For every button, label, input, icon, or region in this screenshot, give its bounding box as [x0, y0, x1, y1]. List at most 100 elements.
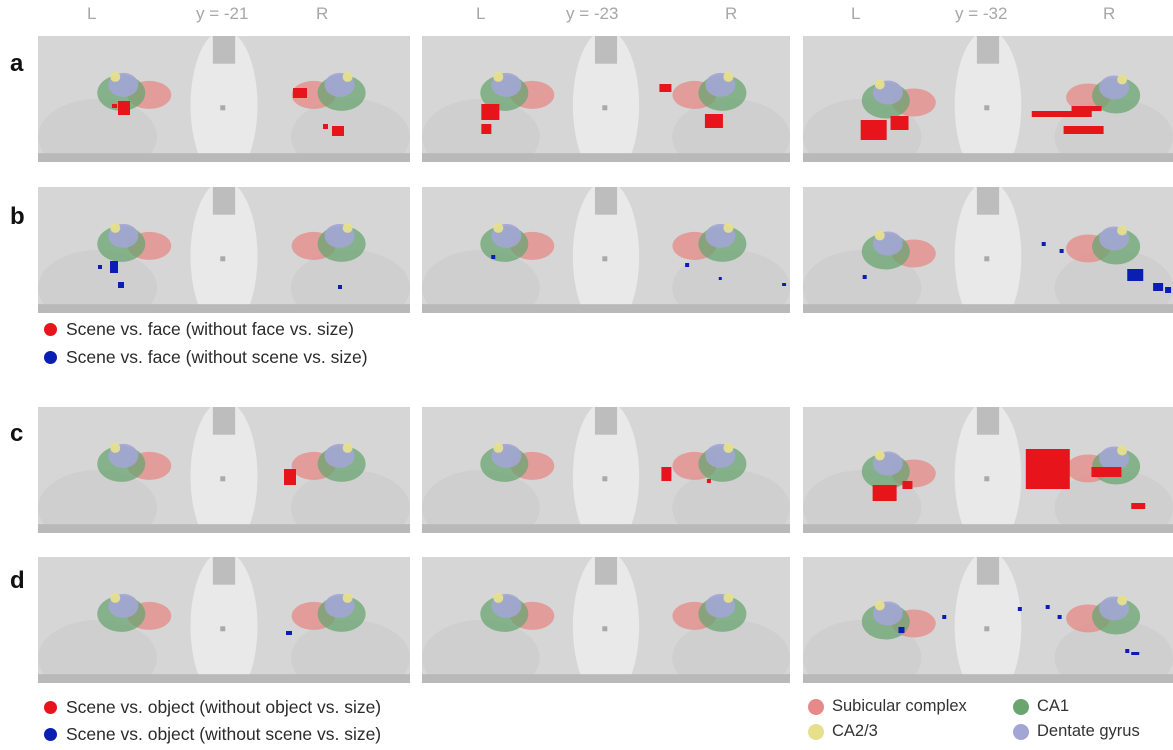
- midline-region: [954, 557, 1022, 683]
- bottom-edge: [422, 674, 790, 683]
- legend-item-scene-vs-object-red: Scene vs. object (without object vs. siz…: [44, 697, 381, 718]
- temporal-lobe-left: [38, 620, 158, 683]
- activation-cluster: [481, 124, 492, 134]
- ca23-overlay: [110, 71, 121, 82]
- activation-cluster: [862, 275, 867, 279]
- midline-marker: [602, 626, 608, 632]
- ca23-overlay: [1117, 445, 1128, 456]
- ca23-overlay: [874, 600, 885, 611]
- ca23-overlay: [342, 442, 353, 453]
- legend-swatch: [44, 701, 57, 714]
- legend-swatch: [44, 351, 57, 364]
- brain-slice-image: [422, 187, 790, 313]
- activation-cluster: [1131, 652, 1140, 655]
- activation-cluster: [491, 255, 496, 259]
- slice-coordinate-label: y = -23: [566, 4, 619, 23]
- ca23-overlay: [342, 71, 353, 82]
- activation-cluster: [323, 124, 328, 129]
- left-hemisphere-label: L: [476, 4, 486, 23]
- midline-region: [572, 36, 640, 162]
- activation-cluster: [1017, 607, 1022, 611]
- ca23-overlay: [1117, 595, 1128, 606]
- activation-cluster: [1071, 106, 1102, 111]
- midline-region: [190, 187, 258, 313]
- ventricle: [976, 187, 1000, 215]
- activation-cluster: [718, 277, 722, 280]
- temporal-lobe-right: [1054, 250, 1173, 313]
- legend-label: Scene vs. face (without face vs. size): [66, 319, 354, 339]
- activation-cluster: [1127, 269, 1144, 281]
- brain-slice-image: [38, 557, 410, 683]
- activation-cluster: [293, 88, 307, 98]
- activation-cluster: [110, 261, 118, 273]
- ventricle: [594, 557, 618, 585]
- roi-legend-subicular: Subicular complex: [808, 697, 967, 716]
- activation-cluster: [1057, 615, 1062, 619]
- brain-slice-panel: [422, 187, 790, 313]
- brain-slice-image: [803, 557, 1173, 683]
- brain-slice-image: [422, 407, 790, 533]
- temporal-lobe-left: [38, 250, 158, 313]
- midline-marker: [220, 256, 226, 262]
- bottom-edge: [803, 524, 1173, 533]
- row-label-a: a: [10, 50, 24, 77]
- temporal-lobe-right: [672, 250, 790, 313]
- brain-slice-panel: [38, 187, 410, 313]
- bottom-edge: [38, 674, 410, 683]
- brain-slice-panel: [422, 557, 790, 683]
- brain-slice-image: [803, 407, 1173, 533]
- legend-swatch: [1013, 723, 1029, 740]
- activation-cluster: [332, 126, 344, 136]
- temporal-lobe-left: [422, 470, 540, 533]
- midline-marker: [220, 626, 226, 632]
- right-hemisphere-label: R: [725, 4, 738, 23]
- legend-label: Dentate gyrus: [1037, 722, 1140, 740]
- ca23-overlay: [874, 450, 885, 461]
- brain-slice-image: [38, 36, 410, 162]
- ventricle: [212, 407, 236, 435]
- legend-item-scene-vs-object-blue: Scene vs. object (without scene vs. size…: [44, 724, 381, 745]
- activation-cluster: [118, 101, 130, 115]
- ca23-overlay: [874, 230, 885, 241]
- left-hemisphere-label: L: [851, 4, 861, 23]
- midline-region: [954, 407, 1022, 533]
- temporal-lobe-left: [422, 99, 540, 162]
- midline-marker: [984, 626, 990, 632]
- midline-region: [954, 36, 1022, 162]
- brain-slice-image: [38, 407, 410, 533]
- slice-coordinate-label: y = -21: [196, 4, 249, 23]
- right-hemisphere-label: R: [1103, 4, 1116, 23]
- brain-slice-image: [803, 187, 1173, 313]
- ventricle: [976, 407, 1000, 435]
- activation-cluster: [284, 469, 296, 485]
- bottom-edge: [38, 304, 410, 313]
- brain-slice-panel: [422, 36, 790, 162]
- slice-coordinate-label: y = -32: [955, 4, 1008, 23]
- ventricle: [594, 187, 618, 215]
- activation-cluster: [118, 282, 124, 288]
- midline-marker: [220, 105, 226, 111]
- ca23-overlay: [723, 222, 734, 233]
- brain-slice-panel: [38, 407, 410, 533]
- ca23-overlay: [110, 442, 121, 453]
- bottom-edge: [38, 524, 410, 533]
- legend-label: CA2/3: [832, 722, 878, 740]
- ca23-overlay: [110, 222, 121, 233]
- activation-cluster: [1059, 249, 1064, 253]
- activation-cluster: [1063, 126, 1104, 134]
- midline-marker: [602, 256, 608, 262]
- midline-region: [954, 187, 1022, 313]
- temporal-lobe-left: [422, 620, 540, 683]
- midline-marker: [220, 476, 226, 482]
- roi-legend-ca1: CA1: [1013, 697, 1069, 716]
- legend-label: Scene vs. object (without scene vs. size…: [66, 724, 382, 744]
- activation-cluster: [1165, 287, 1172, 293]
- temporal-lobe-right: [672, 99, 790, 162]
- activation-cluster: [481, 104, 500, 120]
- activation-cluster: [1041, 242, 1046, 246]
- activation-cluster: [898, 627, 905, 633]
- midline-marker: [984, 105, 990, 111]
- midline-region: [572, 407, 640, 533]
- activation-cluster: [942, 615, 947, 619]
- activation-cluster: [1031, 111, 1092, 117]
